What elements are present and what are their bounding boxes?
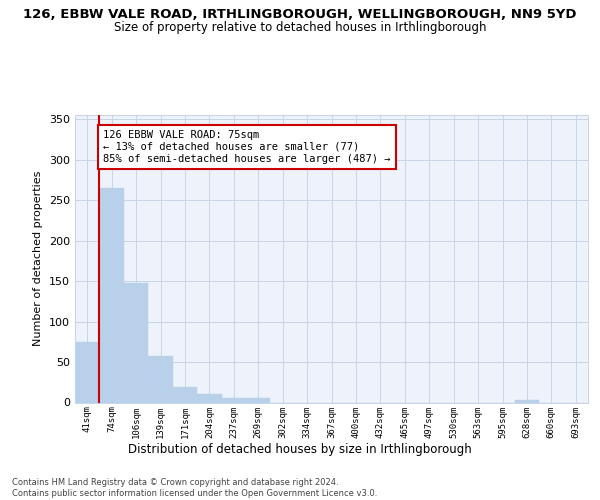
Bar — [75, 342, 100, 402]
Text: Contains HM Land Registry data © Crown copyright and database right 2024.
Contai: Contains HM Land Registry data © Crown c… — [12, 478, 377, 498]
Text: Size of property relative to detached houses in Irthlingborough: Size of property relative to detached ho… — [114, 21, 486, 34]
Bar — [148, 356, 173, 403]
Bar — [173, 387, 197, 402]
Bar — [515, 400, 539, 402]
Text: 126, EBBW VALE ROAD, IRTHLINGBOROUGH, WELLINGBOROUGH, NN9 5YD: 126, EBBW VALE ROAD, IRTHLINGBOROUGH, WE… — [23, 8, 577, 20]
Text: 126 EBBW VALE ROAD: 75sqm
← 13% of detached houses are smaller (77)
85% of semi-: 126 EBBW VALE ROAD: 75sqm ← 13% of detac… — [103, 130, 391, 164]
Bar — [100, 188, 124, 402]
Bar — [124, 284, 148, 403]
Bar — [197, 394, 221, 402]
Y-axis label: Number of detached properties: Number of detached properties — [34, 171, 43, 346]
Bar — [246, 398, 271, 402]
Text: Distribution of detached houses by size in Irthlingborough: Distribution of detached houses by size … — [128, 442, 472, 456]
Bar — [221, 398, 246, 402]
